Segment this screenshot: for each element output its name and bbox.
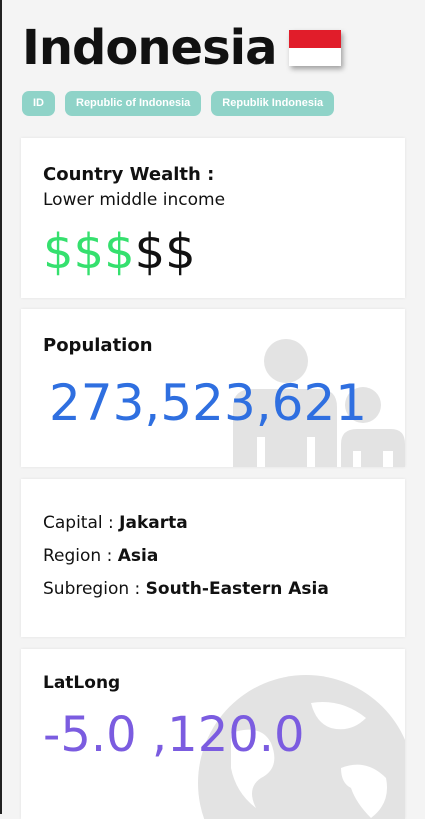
country-code-badges: ID Republic of Indonesia Republik Indone… xyxy=(22,91,335,116)
subregion-value: South-Eastern Asia xyxy=(145,579,329,599)
badge-native-name: Republik Indonesia xyxy=(211,91,335,116)
subregion-line: Subregion : South-Eastern Asia xyxy=(43,579,329,599)
region-value: Asia xyxy=(117,546,159,566)
country-name: Indonesia xyxy=(22,20,278,76)
badge-official-name: Republic of Indonesia xyxy=(65,91,202,116)
country-header: Indonesia xyxy=(22,18,341,78)
location-info-card: Capital : Jakarta Region : Asia Subregio… xyxy=(21,479,405,637)
population-value: 273,523,621 xyxy=(49,374,368,432)
left-border xyxy=(0,0,2,814)
region-label: Region : xyxy=(43,546,118,566)
latlong-card: LatLong -5.0 ,120.0 xyxy=(21,649,405,819)
wealth-card: Country Wealth : Lower middle income $$$… xyxy=(21,138,405,298)
globe-icon xyxy=(198,675,405,819)
people-icon xyxy=(233,339,405,467)
wealth-rating-inactive: $$ xyxy=(134,224,196,280)
population-card: Population 273,523,621 xyxy=(21,309,405,467)
indonesia-flag-icon xyxy=(288,30,341,66)
capital-label: Capital : xyxy=(43,513,120,533)
capital-line: Capital : Jakarta xyxy=(43,513,188,533)
latlong-label: LatLong xyxy=(43,673,121,693)
population-label: Population xyxy=(43,335,153,356)
latlong-value: -5.0 ,120.0 xyxy=(43,707,305,763)
wealth-rating: $$$$$ xyxy=(43,222,196,282)
region-line: Region : Asia xyxy=(43,546,158,566)
wealth-rating-active: $$$ xyxy=(43,224,135,280)
badge-code: ID xyxy=(22,91,55,116)
income-level: Lower middle income xyxy=(43,190,226,210)
capital-value: Jakarta xyxy=(119,513,188,533)
subregion-label: Subregion : xyxy=(43,579,146,599)
wealth-label: Country Wealth : xyxy=(43,164,215,185)
